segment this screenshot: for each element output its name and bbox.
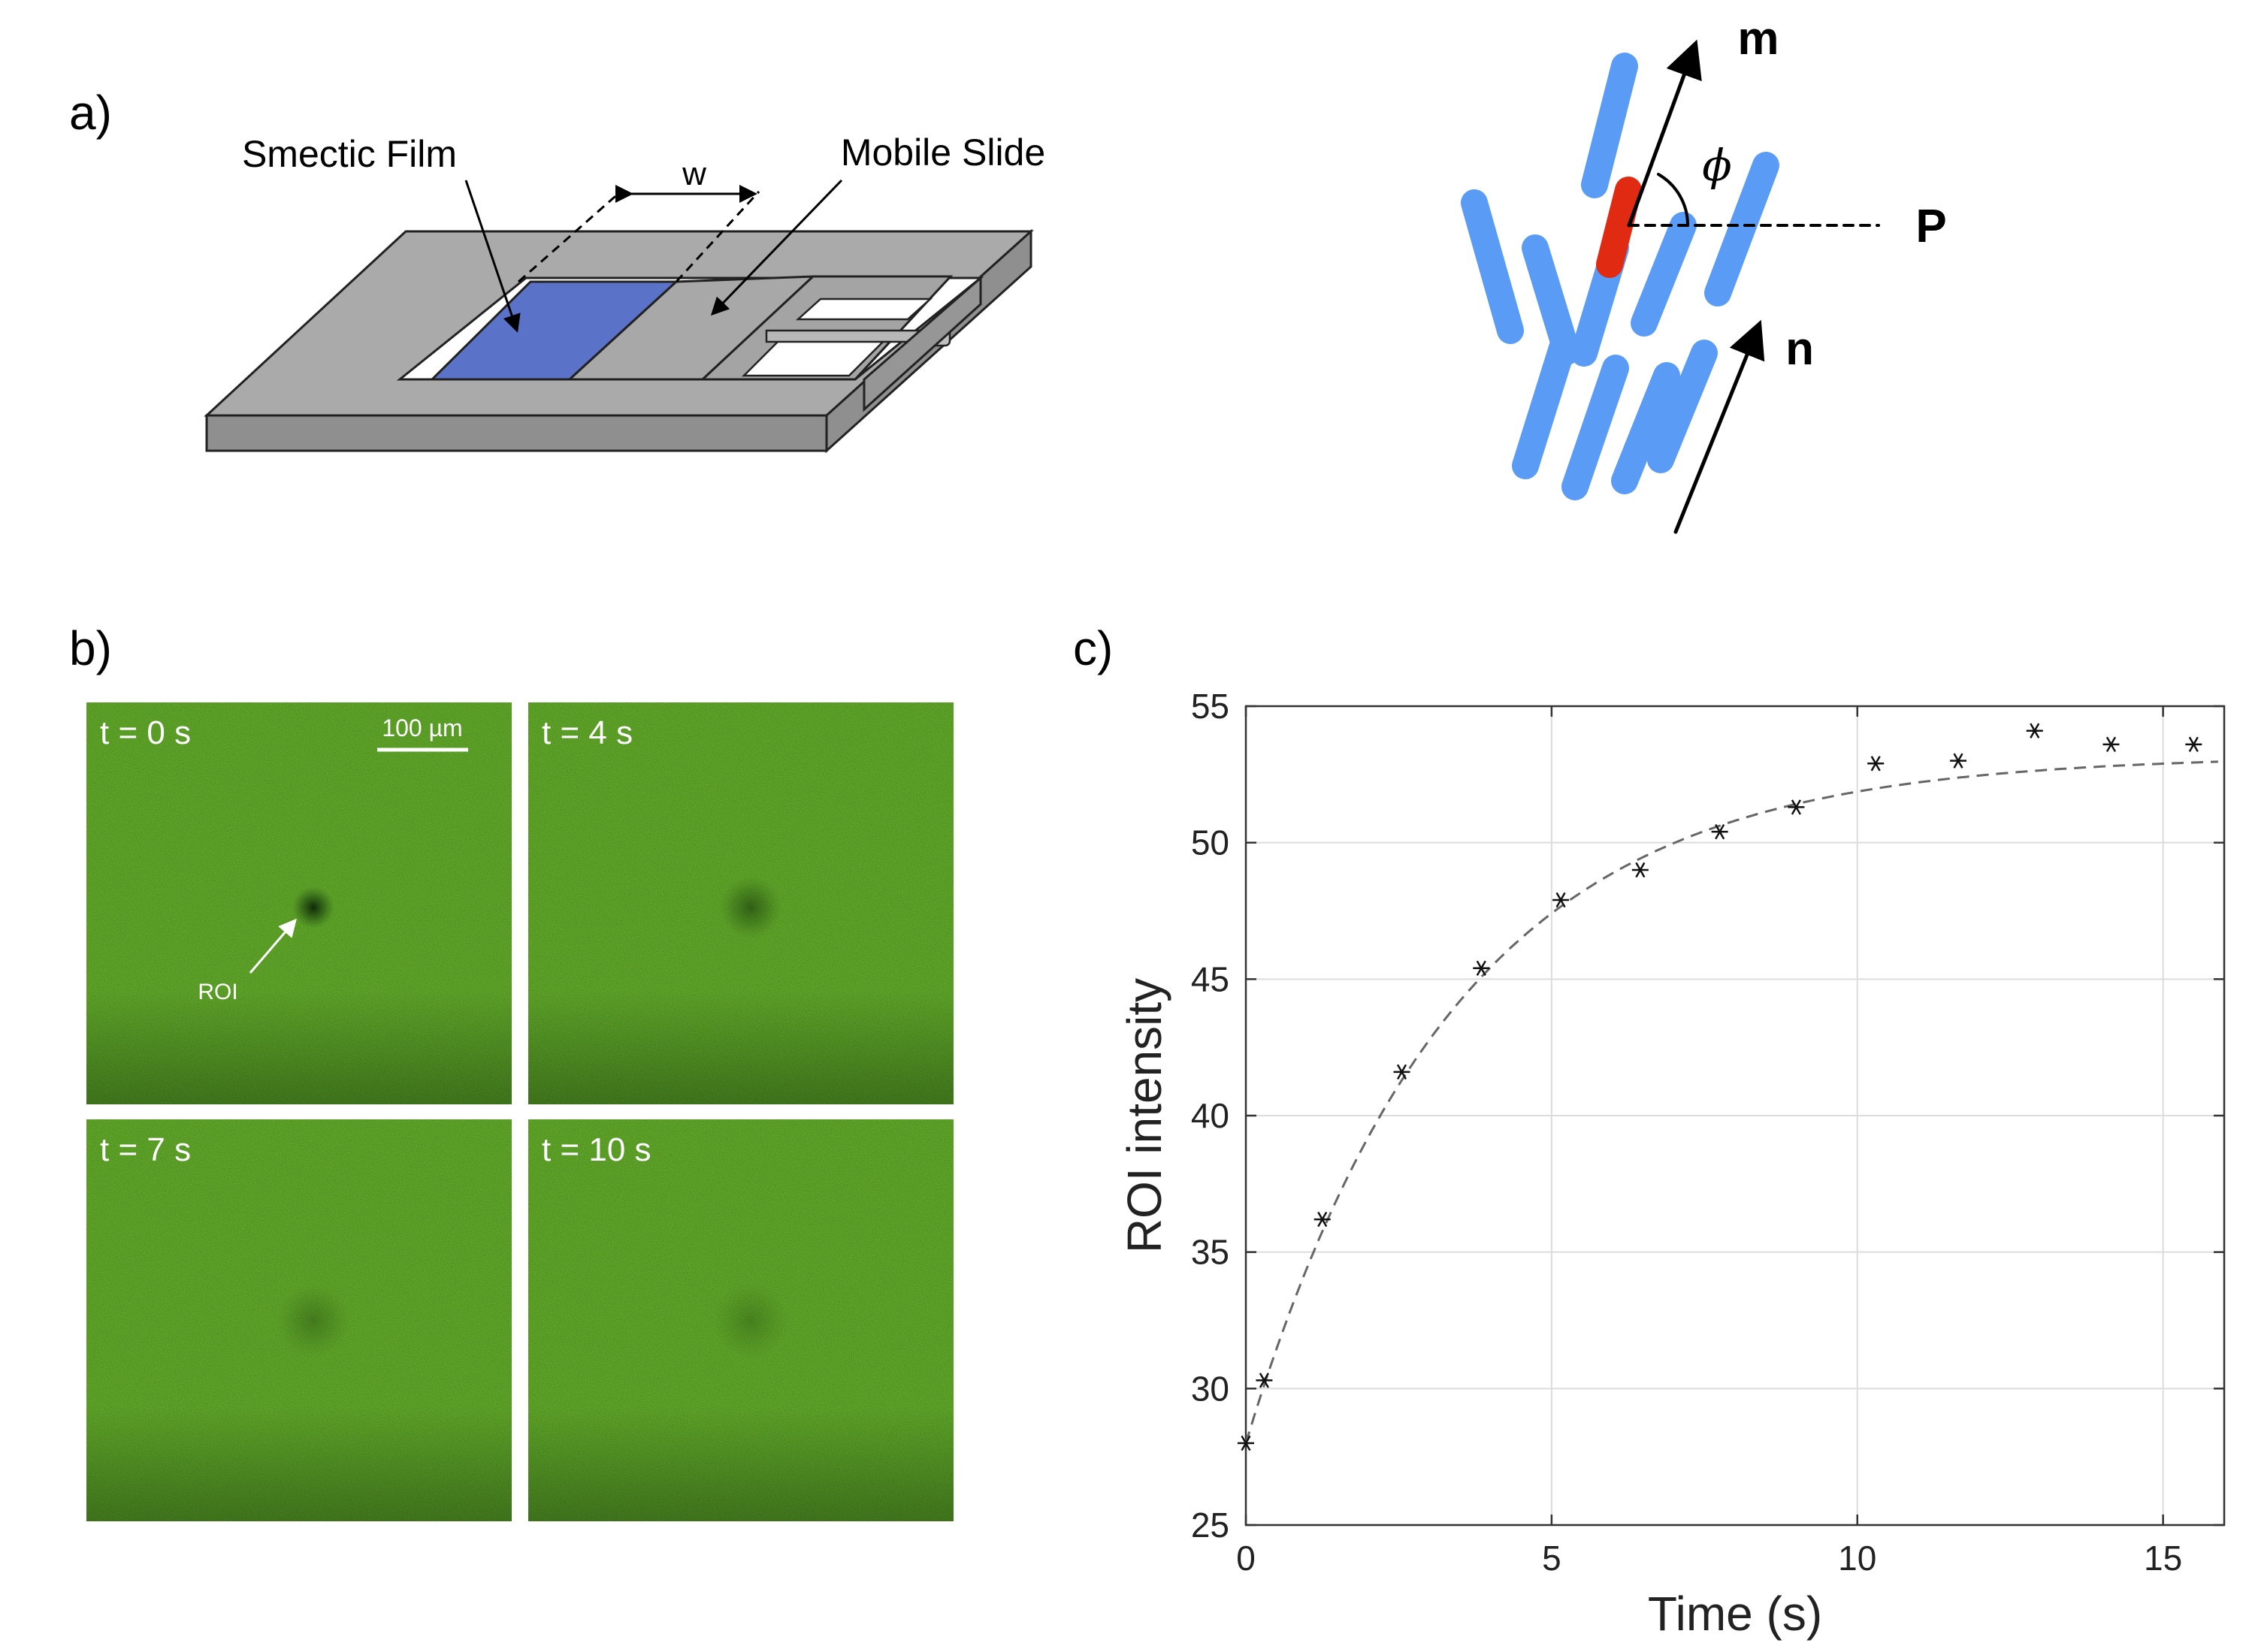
n-arrow xyxy=(1673,319,1765,534)
molecule xyxy=(1581,53,1638,198)
data-point xyxy=(2185,736,2202,753)
data-point xyxy=(1552,892,1570,908)
time-label: t = 7 s xyxy=(100,1131,191,1168)
panel-b-label: b) xyxy=(69,621,112,675)
w-dash-left xyxy=(518,190,621,283)
m-label: m xyxy=(1737,13,1779,65)
w-dash-right xyxy=(675,190,760,283)
fit-curve xyxy=(1244,760,2218,1444)
data-point xyxy=(1393,1064,1410,1080)
x-tick-label: 5 xyxy=(1542,1539,1561,1578)
w-label: w xyxy=(682,156,706,192)
x-axis-label: Time (s) xyxy=(1648,1587,1822,1641)
data-point xyxy=(1238,1435,1254,1451)
rail-block xyxy=(863,275,982,412)
bleach-spot xyxy=(712,1282,789,1359)
micrograph-frame: t = 0 s xyxy=(86,702,512,1104)
y-tick-label: 35 xyxy=(1191,1233,1229,1272)
molecule xyxy=(1647,340,1718,473)
molecules xyxy=(1461,53,1779,500)
molecule xyxy=(1611,362,1680,494)
data-point xyxy=(1867,756,1885,772)
data-point xyxy=(2102,736,2120,753)
rail-window-2 xyxy=(795,297,933,321)
data-point xyxy=(1950,753,1967,769)
slide-pointer xyxy=(710,179,843,316)
molecule xyxy=(1704,152,1779,307)
y-axis-label: ROI intensity xyxy=(1117,978,1171,1253)
y-tick-label: 55 xyxy=(1191,687,1229,726)
time-label: t = 10 s xyxy=(542,1131,651,1168)
micrograph-frame: t = 7 s xyxy=(86,1119,512,1521)
highlighted-molecule xyxy=(1596,177,1642,278)
panel-a: a) w Smectic Film Mobile Slide xyxy=(69,86,1045,454)
angle-arc xyxy=(1657,173,1690,227)
time-label: t = 0 s xyxy=(100,714,191,751)
y-tick-label: 40 xyxy=(1191,1096,1229,1135)
molecule xyxy=(1512,332,1576,479)
mobile-slide-label: Mobile Slide xyxy=(841,131,1045,174)
y-tick-label: 25 xyxy=(1191,1506,1229,1545)
smectic-film-label: Smectic Film xyxy=(242,133,457,175)
bleach-spot xyxy=(292,886,334,929)
molecule-schematic: m P ϕ n xyxy=(1461,13,1947,534)
data-point xyxy=(1711,823,1728,840)
time-label: t = 4 s xyxy=(542,714,633,751)
bleach-spot xyxy=(719,876,782,939)
molecule xyxy=(1461,189,1524,344)
panel-c-label: c) xyxy=(1073,621,1113,675)
roi-pointer xyxy=(249,918,297,974)
recovery-chart: 0 5 10 15 25 30 35 40 45 50 55 Time (s) ROI intensit… xyxy=(1117,687,2226,1641)
data-point xyxy=(1788,799,1805,815)
panel-a-label: a) xyxy=(69,86,112,140)
film-pointer xyxy=(464,180,521,333)
x-tick-label: 10 xyxy=(1838,1539,1876,1578)
p-label: P xyxy=(1915,201,1946,252)
n-label: n xyxy=(1785,323,1814,375)
data-point xyxy=(1256,1373,1273,1388)
data-point xyxy=(1631,862,1649,878)
micrograph-frame: t = 4 s xyxy=(528,702,954,1104)
frame-front xyxy=(205,414,828,452)
x-tick-label: 0 xyxy=(1236,1539,1256,1578)
roi-label: ROI xyxy=(198,980,237,1004)
micrograph-frame: t = 10 s xyxy=(528,1119,954,1521)
angle-label: ϕ xyxy=(1702,140,1732,191)
x-tick-label: 15 xyxy=(2144,1539,2182,1578)
micrograph-grid: t = 0 s t = 4 s t = 7 s t = 10 s 100 µm ROI xyxy=(86,702,954,1521)
m-arrow xyxy=(1627,39,1702,228)
bleach-spot xyxy=(277,1284,350,1358)
data-point xyxy=(2026,723,2043,738)
molecule xyxy=(1631,212,1697,337)
y-tick-label: 50 xyxy=(1191,823,1229,862)
data-point xyxy=(1473,960,1490,976)
y-tick-label: 30 xyxy=(1191,1369,1229,1408)
y-tick-label: 45 xyxy=(1191,959,1229,998)
scale-bar-label: 100 µm xyxy=(382,714,462,741)
molecule xyxy=(1561,355,1629,500)
data-point xyxy=(1313,1211,1331,1228)
